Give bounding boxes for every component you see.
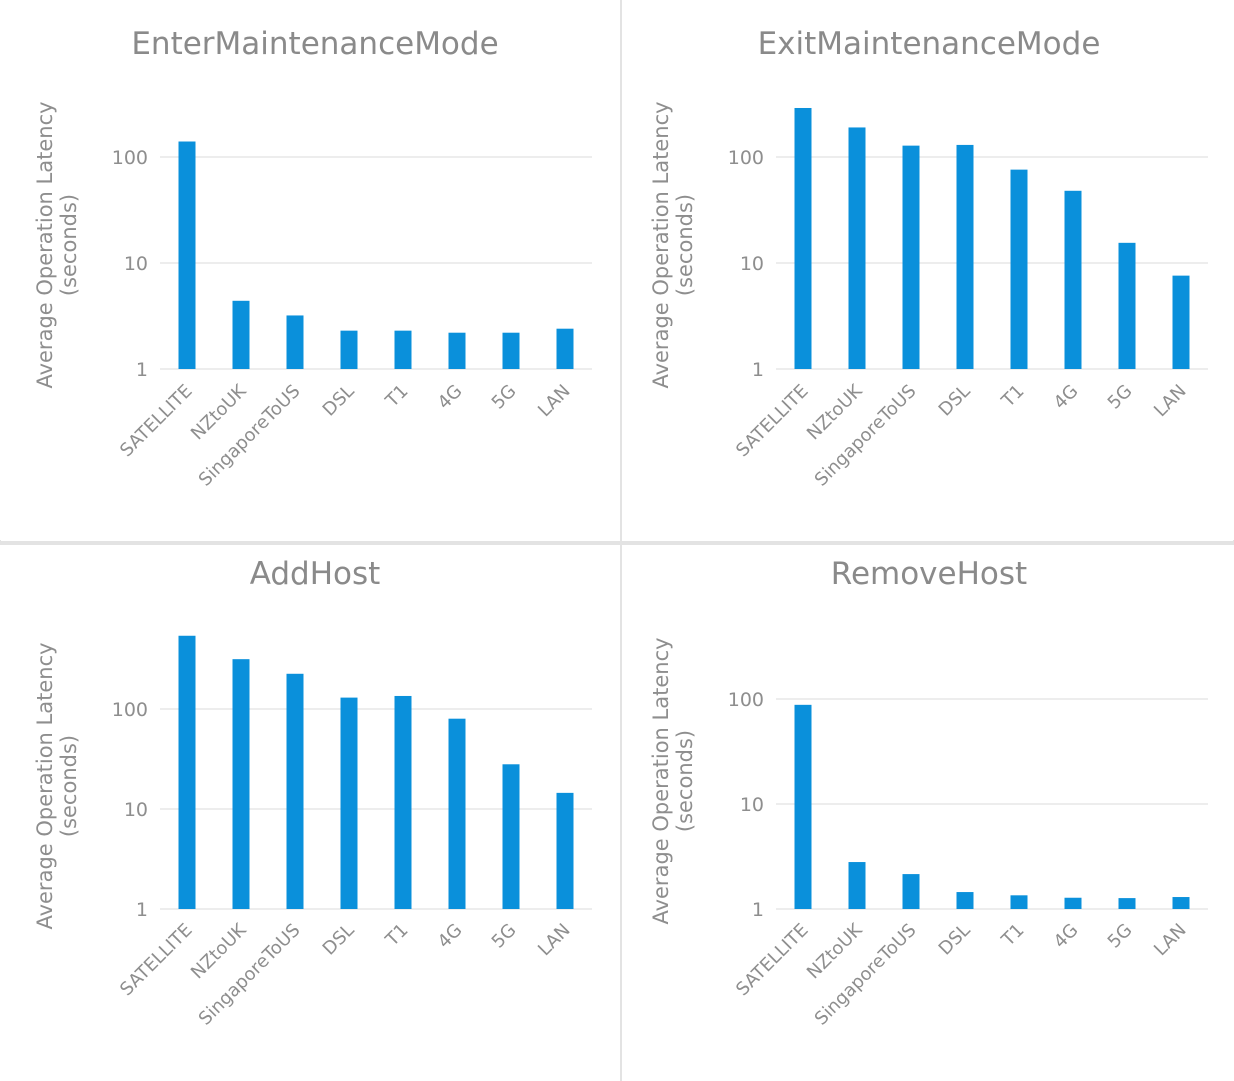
bar-t1 — [394, 695, 412, 909]
x-tick-label: DSL — [319, 920, 359, 960]
y-tick-label: 1 — [136, 899, 148, 921]
x-tick-label: DSL — [319, 381, 359, 421]
bar-dsl — [340, 697, 358, 909]
chart-title: AddHost — [250, 556, 381, 592]
x-tick-label: 5G — [1104, 920, 1137, 953]
y-axis-label-line-2: (seconds) — [57, 194, 81, 296]
y-tick-label: 100 — [728, 689, 764, 711]
bar-4g — [448, 332, 466, 369]
horizontal-divider — [0, 541, 1234, 545]
x-tick-label: LAN — [1150, 381, 1190, 421]
y-tick-label: 10 — [124, 253, 148, 275]
x-tick-label: SATELLITE — [116, 920, 196, 1000]
x-tick-label: 4G — [434, 381, 467, 414]
bar-nztouk — [232, 659, 250, 909]
bar-lan — [556, 792, 574, 909]
bar-5g — [502, 764, 520, 909]
bar-dsl — [956, 892, 974, 909]
bar-satellite — [178, 635, 196, 909]
x-tick-label: T1 — [997, 381, 1028, 412]
y-tick-label: 1 — [752, 359, 764, 381]
bar-nztouk — [848, 862, 866, 909]
y-axis-label-line-1: Average Operation Latency — [33, 101, 57, 388]
x-tick-label: LAN — [534, 920, 574, 960]
x-tick-label: DSL — [935, 381, 975, 421]
bar-singaporetous — [902, 874, 920, 909]
chart-panel-exit-maintenance-mode: ExitMaintenanceMode Average Operation La… — [622, 0, 1234, 540]
y-axis-label-line-2: (seconds) — [57, 735, 81, 837]
bar-5g — [1118, 898, 1136, 909]
vertical-divider — [620, 0, 622, 1081]
x-tick-label: LAN — [1150, 920, 1190, 960]
bar-nztouk — [232, 300, 250, 369]
x-tick-label: T1 — [381, 920, 412, 951]
chart-panel-remove-host: RemoveHost Average Operation Latency (se… — [622, 545, 1234, 1081]
bar-4g — [1064, 190, 1082, 369]
y-tick-label: 100 — [112, 699, 148, 721]
bar-singaporetous — [286, 673, 304, 909]
x-tick-label: 5G — [488, 920, 521, 953]
y-tick-label: 100 — [112, 147, 148, 169]
y-tick-label: 1 — [136, 359, 148, 381]
y-tick-label: 1 — [752, 899, 764, 921]
bar-t1 — [1010, 895, 1028, 909]
x-tick-label: SingaporeToUS — [811, 920, 921, 1030]
bar-satellite — [794, 704, 812, 909]
y-axis-label-line-1: Average Operation Latency — [649, 637, 673, 924]
bar-lan — [1172, 897, 1190, 909]
chart-svg: EnterMaintenanceMode Average Operation L… — [33, 26, 592, 491]
x-tick-label: SingaporeToUS — [811, 381, 921, 491]
chart-svg: RemoveHost Average Operation Latency (se… — [649, 556, 1208, 1030]
x-tick-label: 5G — [1104, 381, 1137, 414]
chart-title: EnterMaintenanceMode — [131, 26, 498, 62]
x-tick-label: 4G — [434, 920, 467, 953]
y-axis-label-line-1: Average Operation Latency — [649, 101, 673, 388]
bar-dsl — [340, 330, 358, 369]
bar-5g — [502, 332, 520, 369]
bar-satellite — [794, 107, 812, 369]
bar-satellite — [178, 141, 196, 369]
chart-svg: ExitMaintenanceMode Average Operation La… — [649, 26, 1208, 491]
x-tick-label: SATELLITE — [116, 381, 196, 461]
y-tick-label: 10 — [740, 253, 764, 275]
bar-singaporetous — [902, 145, 920, 369]
y-axis-label-line-1: Average Operation Latency — [33, 642, 57, 929]
bar-4g — [448, 718, 466, 909]
x-tick-label: SATELLITE — [732, 920, 812, 1000]
x-tick-label: LAN — [534, 381, 574, 421]
x-tick-label: SATELLITE — [732, 381, 812, 461]
y-tick-label: 10 — [740, 794, 764, 816]
y-axis-label-line-2: (seconds) — [673, 194, 697, 296]
bar-lan — [1172, 275, 1190, 369]
y-axis-label-line-2: (seconds) — [673, 730, 697, 832]
x-tick-label: 4G — [1050, 920, 1083, 953]
chart-svg: AddHost Average Operation Latency (secon… — [33, 556, 592, 1030]
bar-nztouk — [848, 127, 866, 369]
x-tick-label: 4G — [1050, 381, 1083, 414]
y-tick-label: 100 — [728, 147, 764, 169]
bar-4g — [1064, 897, 1082, 909]
x-tick-label: T1 — [997, 920, 1028, 951]
y-tick-label: 10 — [124, 799, 148, 821]
bar-t1 — [1010, 169, 1028, 369]
x-tick-label: DSL — [935, 920, 975, 960]
bar-t1 — [394, 330, 412, 369]
x-tick-label: SingaporeToUS — [195, 381, 305, 491]
bar-dsl — [956, 144, 974, 369]
chart-title: ExitMaintenanceMode — [758, 26, 1101, 62]
bar-singaporetous — [286, 315, 304, 369]
bar-lan — [556, 328, 574, 369]
chart-panel-enter-maintenance-mode: EnterMaintenanceMode Average Operation L… — [0, 0, 620, 540]
x-tick-label: SingaporeToUS — [195, 920, 305, 1030]
bar-5g — [1118, 242, 1136, 369]
chart-title: RemoveHost — [831, 556, 1027, 592]
x-tick-label: T1 — [381, 381, 412, 412]
x-tick-label: 5G — [488, 381, 521, 414]
chart-panel-add-host: AddHost Average Operation Latency (secon… — [0, 545, 620, 1081]
